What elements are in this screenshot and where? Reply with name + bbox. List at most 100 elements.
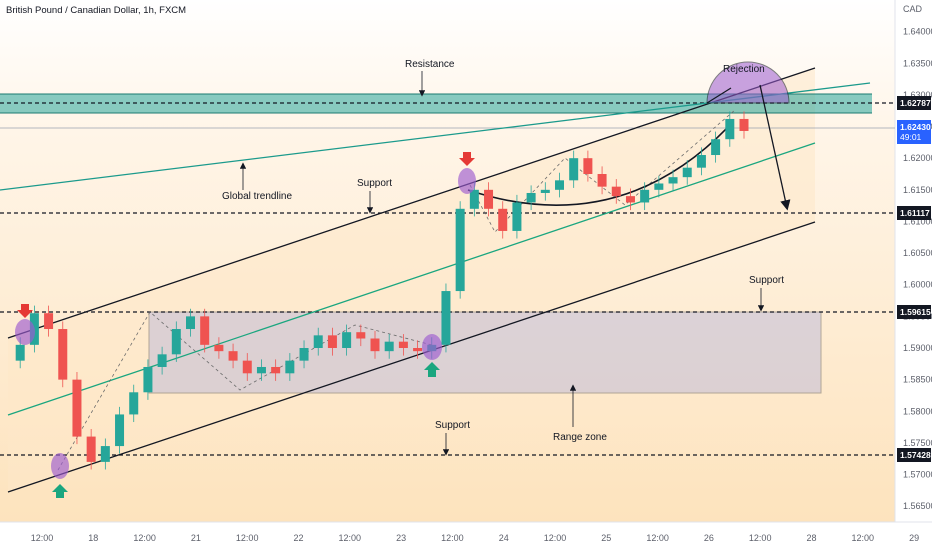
svg-text:1.62787: 1.62787 (900, 98, 931, 108)
candle-up (129, 392, 139, 415)
candle-up (384, 341, 394, 352)
candle-down (44, 313, 54, 330)
candle-up (569, 158, 579, 181)
svg-text:1.57428: 1.57428 (900, 450, 931, 460)
time-axis-background (0, 522, 932, 550)
y-tick-label: 1.59000 (903, 343, 932, 353)
teal-up-arrow-2 (424, 362, 440, 377)
svg-text:1.59615: 1.59615 (900, 307, 931, 317)
annotation-rejection: Rejection (723, 64, 765, 75)
cup-curve (467, 124, 731, 206)
rejection-semicircle (706, 61, 790, 104)
red-down-arrow-2 (459, 152, 475, 166)
price-axis-currency: CAD (903, 4, 923, 14)
candle-up (441, 291, 451, 345)
x-tick-label: 23 (396, 533, 406, 543)
x-tick-label: 26 (704, 533, 714, 543)
price-label-159615: 1.59615 (897, 305, 931, 319)
current-price-badge: 1.62430 49:01 (897, 120, 931, 144)
x-tick-label: 18 (88, 533, 98, 543)
x-tick-label: 25 (601, 533, 611, 543)
price-label-157428: 1.57428 (897, 448, 931, 462)
svg-text:1.61117: 1.61117 (900, 208, 930, 218)
candle-up (157, 354, 167, 367)
candle-down (72, 379, 82, 437)
candle-up (15, 344, 25, 361)
candle-up (171, 329, 181, 355)
candle-down (200, 316, 210, 345)
y-tick-label: 1.57000 (903, 470, 932, 480)
channel-fill (8, 68, 815, 492)
marker-circle-4 (458, 168, 476, 194)
y-tick-label: 1.62000 (903, 153, 932, 163)
candle-up (100, 446, 110, 462)
candle-up (285, 360, 295, 374)
candle-down (271, 366, 281, 374)
candle-down (228, 351, 238, 361)
channel-upper-line (7, 67, 816, 339)
y-tick-label: 1.63500 (903, 58, 932, 68)
x-tick-label: 28 (806, 533, 816, 543)
y-tick-label: 1.61000 (903, 216, 932, 226)
range-zone (148, 311, 822, 394)
candle-down (214, 344, 224, 352)
x-tick-label: 12:00 (31, 533, 54, 543)
candle-down (58, 329, 68, 380)
candle-up (115, 414, 125, 447)
x-tick-label: 24 (499, 533, 509, 543)
candle-up (469, 189, 479, 209)
y-tick-label: 1.64000 (903, 27, 932, 37)
candle-down (625, 196, 635, 203)
y-tick-label: 1.63000 (903, 90, 932, 100)
candle-up (342, 332, 352, 348)
chart-title: British Pound / Canadian Dollar, 1h, FXC… (6, 5, 186, 16)
x-tick-label: 21 (191, 533, 201, 543)
svg-text:49:01: 49:01 (900, 132, 922, 142)
channel-lower-line (7, 221, 816, 493)
projection-arrow-down (759, 84, 791, 211)
x-tick-label: 12:00 (646, 533, 669, 543)
annotation-support-2: Support (749, 275, 784, 286)
red-down-arrow-1 (17, 304, 33, 318)
marker-circle-2 (51, 453, 69, 479)
x-tick-label: 12:00 (236, 533, 259, 543)
x-tick-label: 22 (293, 533, 303, 543)
candle-down (242, 360, 252, 374)
x-tick-label: 12:00 (339, 533, 362, 543)
annotation-support-1: Support (357, 178, 392, 189)
svg-text:1.62430: 1.62430 (900, 122, 931, 132)
candle-down (370, 338, 380, 352)
candle-down (413, 348, 423, 352)
candle-up (143, 366, 153, 393)
price-axis-background (895, 0, 932, 550)
y-tick-label: 1.60500 (903, 248, 932, 258)
candle-down (398, 341, 408, 348)
candle-up (654, 183, 664, 190)
candle-up (555, 180, 564, 190)
y-tick-label: 1.61500 (903, 185, 932, 195)
candle-up (526, 192, 536, 203)
candle-up (696, 155, 706, 168)
y-tick-label: 1.58000 (903, 406, 932, 416)
projection-arrow-left (706, 87, 732, 104)
x-tick-label: 12:00 (749, 533, 772, 543)
candle-up (668, 177, 678, 184)
candle-up (725, 118, 735, 140)
candle-down (86, 436, 96, 462)
price-label-162787: 1.62787 (897, 96, 931, 110)
channel-mid-line (7, 142, 816, 416)
x-axis-ticks: 12:00 18 12:00 21 12:00 22 12:00 23 12:00 24 12:00… (31, 533, 919, 543)
candle-up (640, 189, 650, 203)
y-tick-label: 1.56500 (903, 501, 932, 511)
teal-up-arrow-1 (52, 484, 68, 498)
annotation-support-3: Support (435, 420, 470, 431)
x-tick-label: 12:00 (133, 533, 156, 543)
marker-circle-3 (422, 334, 442, 360)
candle-down (484, 189, 494, 209)
candle-up (682, 167, 692, 178)
candle-up (299, 348, 309, 361)
candle-down (597, 174, 607, 187)
candle-down (611, 186, 621, 197)
